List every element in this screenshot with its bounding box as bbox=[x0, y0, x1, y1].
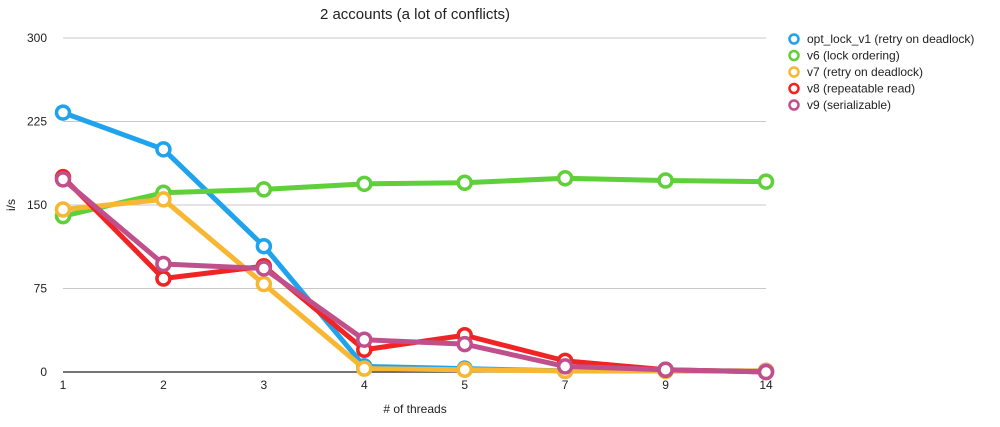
y-axis-label: i/s bbox=[4, 199, 18, 211]
series-line bbox=[60, 196, 769, 374]
data-point bbox=[556, 170, 574, 187]
legend-item: v7 (retry on deadlock) bbox=[788, 65, 923, 79]
legend-marker bbox=[788, 99, 800, 111]
x-axis-ticks: 1 2 3 4 5 7 9 14 bbox=[60, 378, 773, 392]
y-tick-label: 0 bbox=[40, 365, 47, 379]
data-point bbox=[155, 255, 172, 273]
x-tick-label: 2 bbox=[160, 378, 167, 392]
data-point bbox=[54, 171, 72, 188]
legend-item: v9 (serializable) bbox=[788, 98, 891, 112]
data-point bbox=[255, 181, 273, 198]
x-tick-label: 14 bbox=[759, 378, 773, 392]
data-point bbox=[356, 175, 373, 193]
legend-label: v7 (retry on deadlock) bbox=[807, 65, 923, 79]
x-tick-label: 5 bbox=[461, 378, 468, 392]
data-point bbox=[155, 270, 172, 287]
legend-marker bbox=[788, 66, 800, 78]
series-layer bbox=[54, 104, 775, 381]
x-axis-label: # of threads bbox=[383, 402, 446, 416]
data-point bbox=[657, 172, 674, 189]
x-tick-label: 9 bbox=[662, 378, 669, 392]
series bbox=[54, 171, 775, 381]
x-tick-label: 3 bbox=[261, 378, 268, 392]
data-point bbox=[757, 173, 775, 190]
data-point bbox=[54, 201, 72, 218]
legend-label: v8 (repeatable read) bbox=[807, 82, 915, 96]
legend-marker bbox=[788, 82, 800, 95]
series-line bbox=[60, 176, 769, 375]
legend-item: opt_lock_v1 (retry on deadlock) bbox=[788, 32, 974, 46]
chart-title: 2 accounts (a lot of conflicts) bbox=[320, 6, 510, 23]
series bbox=[54, 104, 775, 380]
series-line bbox=[60, 175, 769, 219]
data-point bbox=[155, 191, 172, 208]
x-tick-label: 4 bbox=[361, 378, 368, 392]
data-point bbox=[255, 260, 273, 277]
data-point bbox=[556, 358, 574, 375]
data-point bbox=[657, 361, 674, 379]
y-tick-label: 300 bbox=[27, 31, 47, 45]
y-tick-label: 225 bbox=[27, 115, 47, 129]
legend-marker bbox=[788, 33, 800, 45]
legend-label: v6 (lock ordering) bbox=[807, 49, 900, 63]
data-point bbox=[456, 335, 473, 353]
legend-marker bbox=[788, 49, 800, 62]
data-point bbox=[255, 275, 273, 293]
y-tick-label: 150 bbox=[27, 198, 47, 212]
legend-item: v8 (repeatable read) bbox=[788, 82, 915, 96]
x-tick-label: 7 bbox=[562, 378, 569, 392]
data-point bbox=[356, 360, 373, 377]
legend-label: v9 (serializable) bbox=[807, 98, 891, 112]
legend-label: opt_lock_v1 (retry on deadlock) bbox=[807, 32, 974, 46]
data-point bbox=[255, 237, 273, 255]
data-point bbox=[757, 363, 775, 381]
x-tick-label: 1 bbox=[60, 378, 67, 392]
data-point bbox=[155, 141, 172, 158]
legend: opt_lock_v1 (retry on deadlock) v6 (lock … bbox=[788, 32, 974, 112]
y-axis-ticks: 0 75 150 225 300 bbox=[27, 31, 47, 379]
data-point bbox=[356, 331, 373, 348]
data-point bbox=[456, 174, 473, 191]
legend-item: v6 (lock ordering) bbox=[788, 49, 900, 63]
y-tick-label: 75 bbox=[34, 282, 48, 296]
data-point bbox=[54, 104, 72, 121]
data-point bbox=[456, 361, 473, 379]
